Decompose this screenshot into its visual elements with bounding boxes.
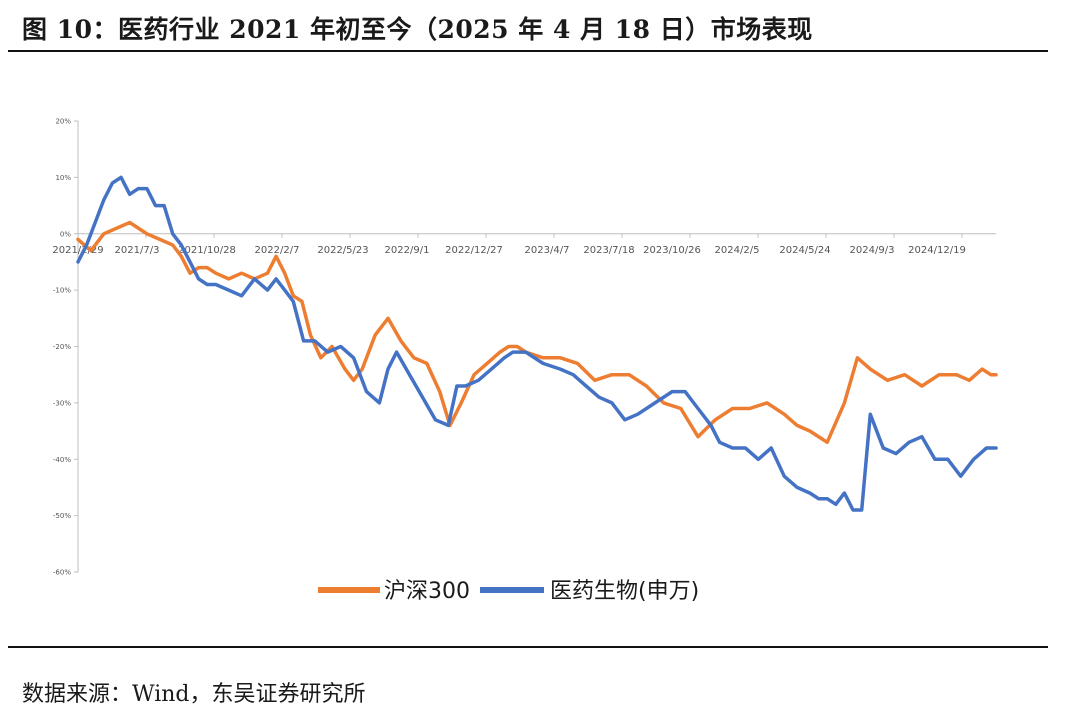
y-tick-label: -60% [53,569,71,577]
y-tick-label: -40% [53,456,71,464]
y-tick-label: 0% [60,230,71,238]
x-tick-label: 2023/7/18 [583,245,634,256]
x-tick-label: 2021/10/28 [178,245,236,256]
x-tick-label: 2022/2/7 [255,245,300,256]
x-tick-label: 2023/10/26 [643,245,701,256]
x-tick-label: 2024/12/19 [908,245,966,256]
x-tick-label: 2024/5/24 [779,245,830,256]
legend-label-hs300: 沪深300 [384,579,470,604]
data-source-note: 数据来源：Wind，东吴证券研究所 [22,682,366,707]
y-tick-label: -50% [53,512,71,520]
line-chart: 20% 10% 0% -10% -20% -30% -40% -50% -60% 2021/1/… [52,118,998,604]
legend-label-pharma: 医药生物(申万) [550,579,699,604]
series-line-hs300 [76,220,998,445]
legend: 沪深300 医药生物(申万) [318,579,699,604]
y-tick-label: -10% [53,287,71,295]
series-layer [76,175,998,512]
x-tick-label: 2022/9/1 [385,245,430,256]
x-tick-label: 2021/1/29 [52,245,103,256]
y-axis: 20% 10% 0% -10% -20% -30% -40% -50% -60% [53,118,79,577]
x-tick-label: 2022/5/23 [317,245,368,256]
figure-title: 图 10：医药行业 2021 年初至今（2025 年 4 月 18 日）市场表现 [22,15,813,44]
y-tick-label: 10% [55,174,71,182]
x-tick-label: 2024/9/3 [850,245,895,256]
x-tick-label: 2021/7/3 [115,245,160,256]
x-tick-label: 2024/2/5 [715,245,760,256]
x-tick-label: 2022/12/27 [445,245,503,256]
top-rule [8,50,1048,52]
x-tick-label: 2023/4/7 [525,245,570,256]
y-tick-label: -20% [53,343,71,351]
y-tick-label: 20% [55,118,71,126]
bottom-rule [8,646,1048,648]
y-tick-label: -30% [53,399,71,407]
series-line-pharma [76,175,998,512]
x-axis: 2021/1/29 2021/7/3 2021/10/28 2022/2/7 2022/… [52,233,996,256]
